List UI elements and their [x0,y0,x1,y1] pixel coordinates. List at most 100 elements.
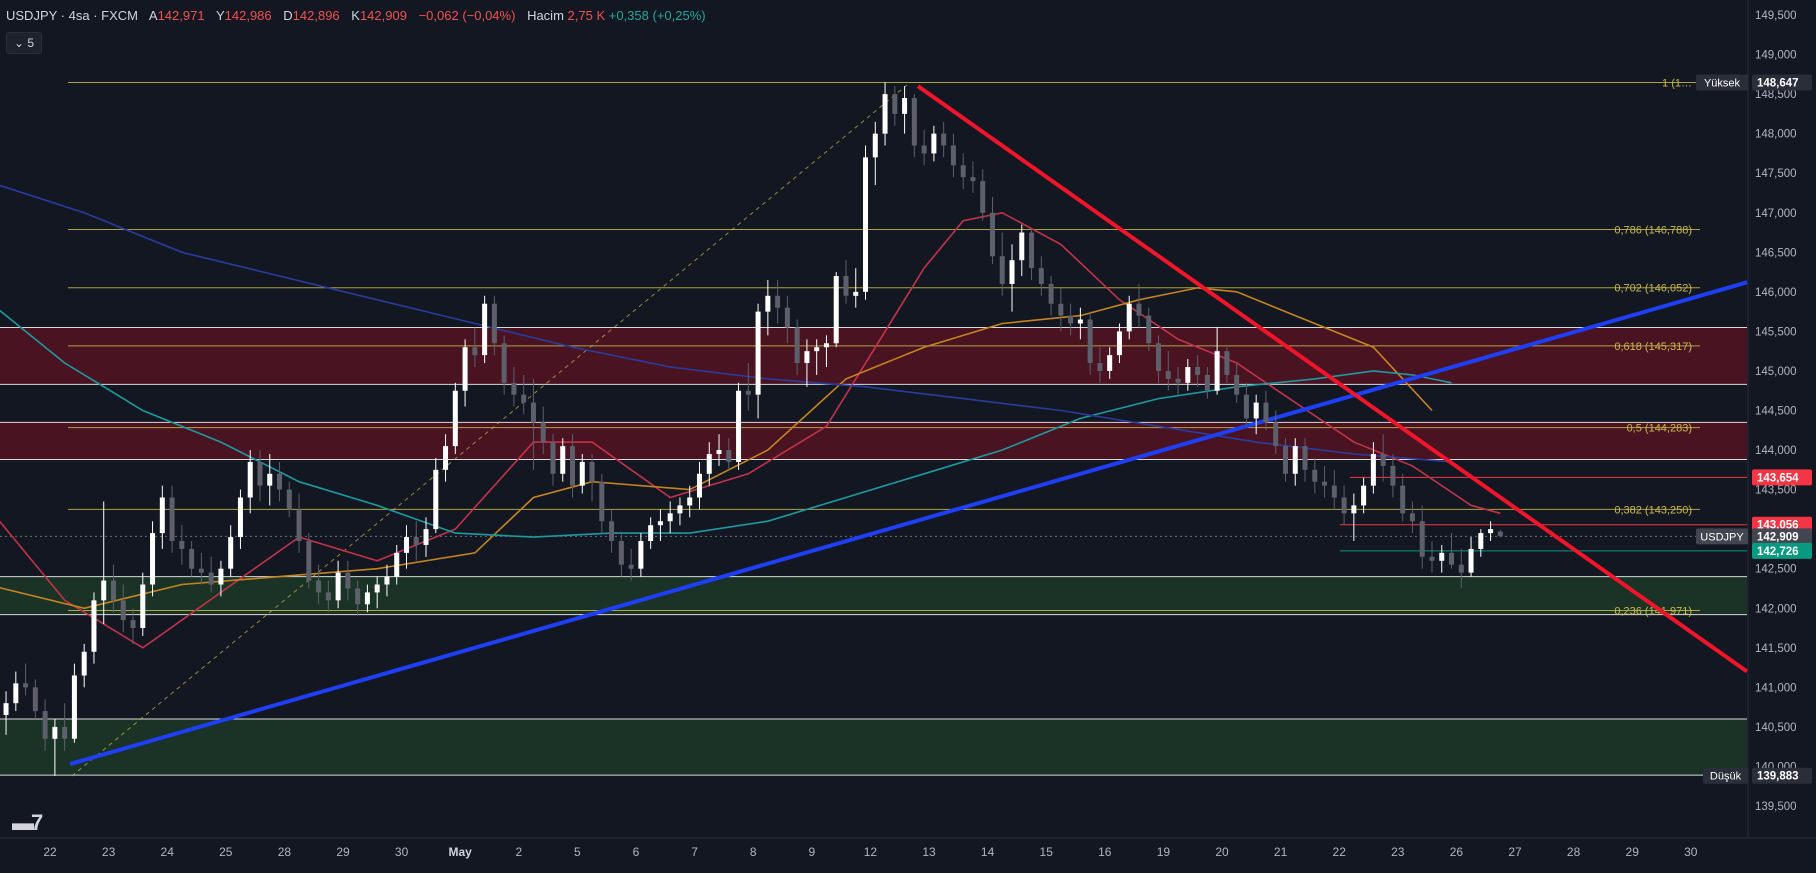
indicators-count: 5 [27,36,35,50]
candle-body [267,473,273,486]
candle [843,260,849,304]
exchange-label: FXCM [101,8,138,23]
candle [1322,465,1328,498]
zones-group [0,326,1747,776]
ma-orange-line [0,287,1433,610]
price-badge-bg-5 [1752,767,1812,784]
candle-body [1273,422,1279,447]
candle [1361,477,1367,514]
candle-body [999,256,1005,284]
candle [277,461,283,502]
candle-body [1322,481,1328,486]
candle [560,438,566,482]
candle [540,406,546,455]
candle [42,699,48,751]
candle [1312,457,1318,494]
change-value: −0,062 (−0,04%) [418,8,516,23]
price-tag-bg-0 [1696,74,1748,91]
candle [462,339,468,407]
fib-label-2: 0,702 (146,052) [1614,283,1692,295]
candle [198,552,204,585]
candle-body [657,521,663,526]
price-badge-3: 142,909 [1757,531,1799,543]
candle-body [1116,331,1122,356]
candle [1390,454,1396,498]
price-tick-label: 149,000 [1755,50,1797,62]
price-tick-label: 149,500 [1755,10,1797,22]
candle [1165,351,1171,391]
zone-support-3 [0,718,1747,776]
indicators-toggle-button[interactable]: ⌄ 5 [6,32,43,54]
price-tick-label: 141,500 [1755,643,1797,655]
time-tick-label: 14 [981,845,995,859]
candle-body [1390,465,1396,486]
candle-body [931,133,937,154]
candle [755,303,761,419]
candle [853,268,859,308]
candle-body [42,711,48,739]
candle-body [452,390,458,447]
candle [1146,307,1152,352]
price-tick-label: 147,000 [1755,208,1797,220]
candle-body [1146,315,1152,344]
candle [32,679,38,719]
candle-body [540,422,546,443]
candle-body [648,525,654,542]
tradingview-logo: ▬7 [12,810,43,835]
candle [62,703,68,751]
candle [657,509,663,542]
candle [960,153,966,190]
candle-body [1204,374,1210,391]
candle-body [1224,351,1230,375]
candle-body [1263,402,1269,423]
candle-body [403,537,409,553]
candle [911,94,917,158]
candle [892,86,898,126]
candle-body [501,343,507,383]
price-badge-bg-4 [1752,542,1812,559]
candle-body [980,181,986,213]
candle-body [345,572,351,589]
candle [1029,228,1035,280]
price-tick-label: 148,000 [1755,129,1797,141]
zone-resistance-1 [0,422,1747,460]
candle [833,272,839,348]
price-tick-label: 142,500 [1755,564,1797,576]
low-label: D [283,8,293,23]
time-tick-label: 15 [1040,845,1054,859]
candle [257,450,263,502]
candle [140,572,146,636]
interval-label[interactable]: 4sa [68,8,90,23]
price-badge-1: 143,654 [1757,472,1799,484]
candle-body [1107,355,1113,371]
candle [237,489,243,549]
price-tag-bg-3 [1696,528,1748,545]
candle [403,525,409,569]
price-tick-label: 147,500 [1755,168,1797,180]
candle-body [784,307,790,328]
time-tick-label: 12 [864,845,878,859]
candle [521,374,527,415]
candle-body [1195,366,1201,375]
candle [999,232,1005,296]
candle-body [335,572,341,601]
price-tick-label: 139,500 [1755,801,1797,813]
candle-body [667,513,673,522]
candle-body [1400,485,1406,514]
candle [1019,224,1025,277]
candle [736,382,742,470]
time-tick-label: 8 [750,845,757,859]
symbol-name[interactable]: USDJPY [6,8,58,23]
candle [91,592,97,664]
candle [179,525,185,565]
price-badge-bg-1 [1752,469,1812,486]
candle [1458,548,1464,589]
candle-body [745,390,751,395]
candle-body [189,548,195,569]
candle [638,533,644,577]
candle [130,608,136,644]
candle-body [1341,497,1347,514]
time-axis: 22 23 24 25 28 29 30 May 2 5 6 7 8 9 12 13 14 15 16 19 20 21 2… [0,837,1816,873]
candle [472,327,478,367]
